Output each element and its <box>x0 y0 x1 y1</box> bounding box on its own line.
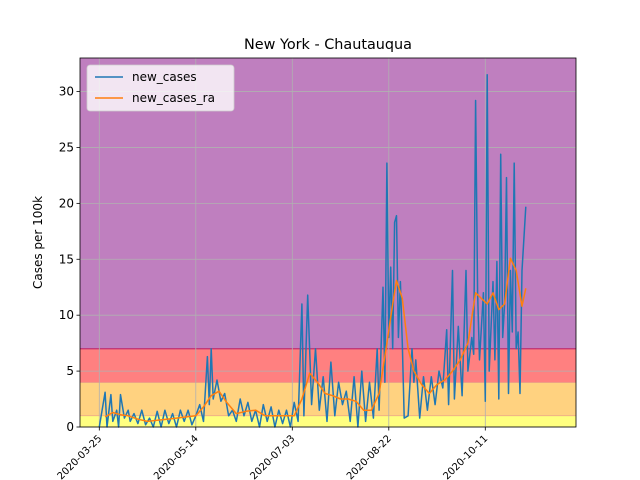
y-tick-label: 10 <box>59 308 74 322</box>
x-tick-label: 2020-08-22 <box>345 433 394 480</box>
x-tick-label: 2020-03-25 <box>56 433 105 480</box>
series-line-new_cases <box>98 74 527 428</box>
chart-title: New York - Chautauqua <box>244 37 412 53</box>
legend: new_cases new_cases_ra <box>86 64 235 112</box>
y-tick-label: 15 <box>59 252 74 266</box>
risk-band-0 <box>80 415 576 427</box>
y-axis-label: Cases per 100k <box>31 196 45 289</box>
x-tick-label: 2020-05-14 <box>152 433 201 480</box>
series-lines <box>98 74 527 428</box>
y-tick-label: 25 <box>59 140 74 154</box>
x-tick-label: 2020-07-03 <box>249 433 298 480</box>
x-tick-label: 2020-10-11 <box>442 433 491 480</box>
y-tick-label: 5 <box>66 364 74 378</box>
y-tick-label: 30 <box>59 85 74 99</box>
legend-label-new_cases: new_cases <box>132 70 197 84</box>
x-axis: 2020-03-25 2020-05-14 2020-07-03 2020-08-22… <box>56 427 491 480</box>
y-tick-label: 20 <box>59 196 74 210</box>
legend-box <box>86 64 235 112</box>
y-axis: 0 5 10 15 20 25 30 <box>59 85 80 434</box>
series-line-new_cases_ra <box>104 257 527 423</box>
y-tick-label: 0 <box>66 420 74 434</box>
risk-band-2 <box>80 348 576 383</box>
plot-frame <box>79 57 577 428</box>
legend-label-new_cases_ra: new_cases_ra <box>132 91 215 105</box>
